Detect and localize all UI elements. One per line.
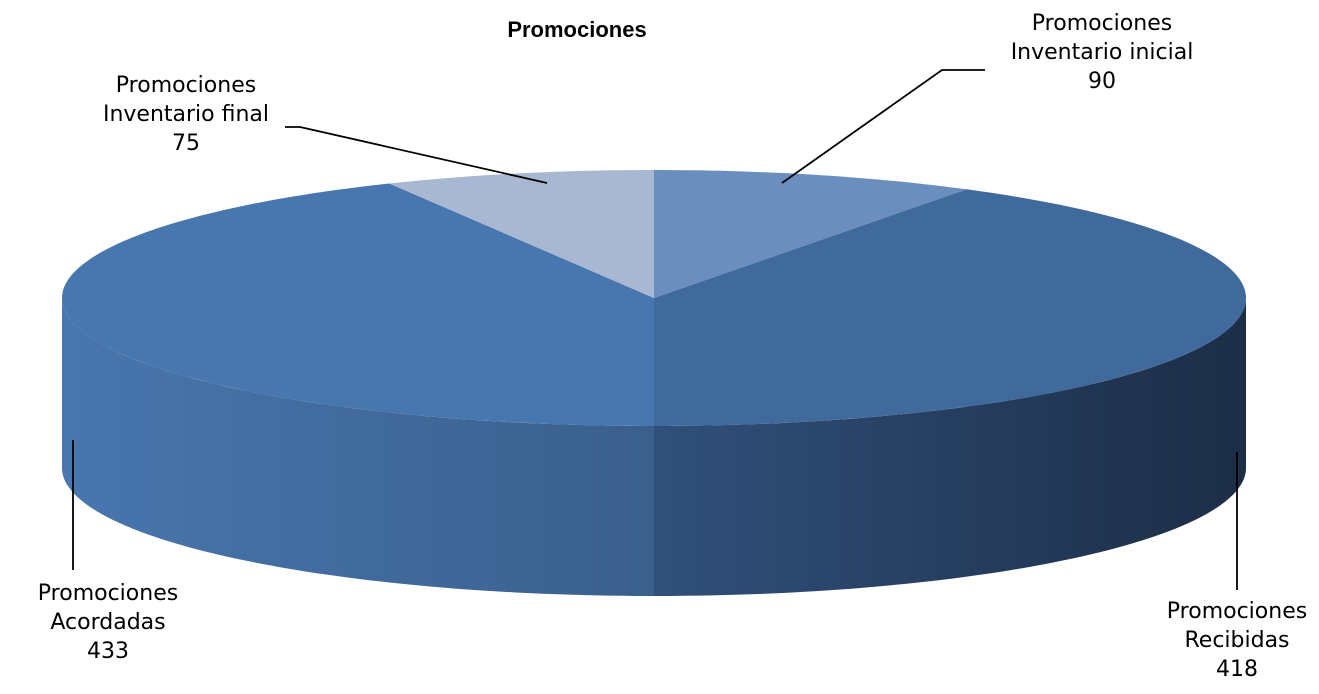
data-label-line: Promociones <box>38 581 178 606</box>
data-label-line: Promociones <box>116 73 256 98</box>
data-label-line: 433 <box>87 639 129 664</box>
data-label-line: 418 <box>1216 657 1258 682</box>
pie-slices <box>62 170 1246 426</box>
leader-lines <box>72 69 1238 590</box>
pie-slice-2 <box>62 183 654 426</box>
data-label-0: Promociones Inventario inicial 90 <box>1011 11 1194 94</box>
data-label-line: Promociones <box>1167 599 1307 624</box>
pie-slice-0 <box>654 170 967 298</box>
data-label-1: Promociones Recibidas 418 <box>1167 599 1307 682</box>
data-label-2: Promociones Acordadas 433 <box>38 581 178 664</box>
data-label-line: Promociones <box>1032 11 1172 36</box>
data-label-line: Acordadas <box>50 610 165 635</box>
data-label-line: Inventario inicial <box>1011 40 1194 65</box>
leader-line-0 <box>781 69 985 184</box>
side-wall-recibidas <box>654 298 1246 596</box>
pie-slice-3 <box>389 170 654 298</box>
pie-slice-1 <box>654 189 1246 426</box>
pie-sides <box>62 298 1246 596</box>
data-label-line: Inventario final <box>103 102 269 127</box>
data-label-3: Promociones Inventario final 75 <box>103 73 269 156</box>
leader-line-3 <box>285 126 548 184</box>
data-label-line: 75 <box>172 131 200 156</box>
chart-title: Promociones <box>507 17 646 42</box>
data-label-line: 90 <box>1088 69 1116 94</box>
side-wall-acordadas <box>62 298 654 596</box>
data-labels: Promociones Inventario inicial 90Promocion… <box>38 11 1307 682</box>
data-label-line: Recibidas <box>1184 628 1289 653</box>
